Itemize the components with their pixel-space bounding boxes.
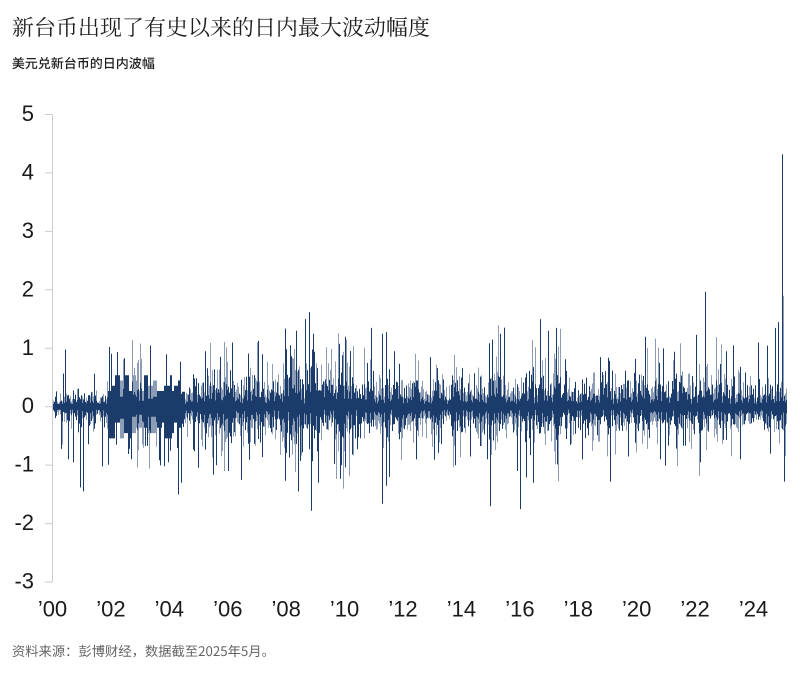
- svg-text:’20: ’20: [622, 597, 651, 622]
- svg-text:2: 2: [22, 276, 34, 301]
- svg-text:’08: ’08: [272, 597, 301, 622]
- svg-text:’04: ’04: [155, 597, 184, 622]
- svg-text:’00: ’00: [38, 597, 67, 622]
- svg-text:-1: -1: [14, 452, 34, 477]
- svg-text:’16: ’16: [505, 597, 534, 622]
- svg-text:’06: ’06: [213, 597, 242, 622]
- svg-text:’22: ’22: [680, 597, 709, 622]
- svg-text:’10: ’10: [330, 597, 359, 622]
- svg-text:1: 1: [22, 335, 34, 360]
- svg-text:3: 3: [22, 218, 34, 243]
- svg-text:’14: ’14: [447, 597, 476, 622]
- svg-text:’12: ’12: [388, 597, 417, 622]
- svg-text:4: 4: [22, 159, 34, 184]
- svg-text:5: 5: [22, 101, 34, 126]
- svg-text:-3: -3: [14, 569, 34, 594]
- svg-text:-2: -2: [14, 510, 34, 535]
- svg-text:0: 0: [22, 393, 34, 418]
- svg-text:’18: ’18: [564, 597, 593, 622]
- svg-text:’02: ’02: [96, 597, 125, 622]
- svg-text:’24: ’24: [739, 597, 768, 622]
